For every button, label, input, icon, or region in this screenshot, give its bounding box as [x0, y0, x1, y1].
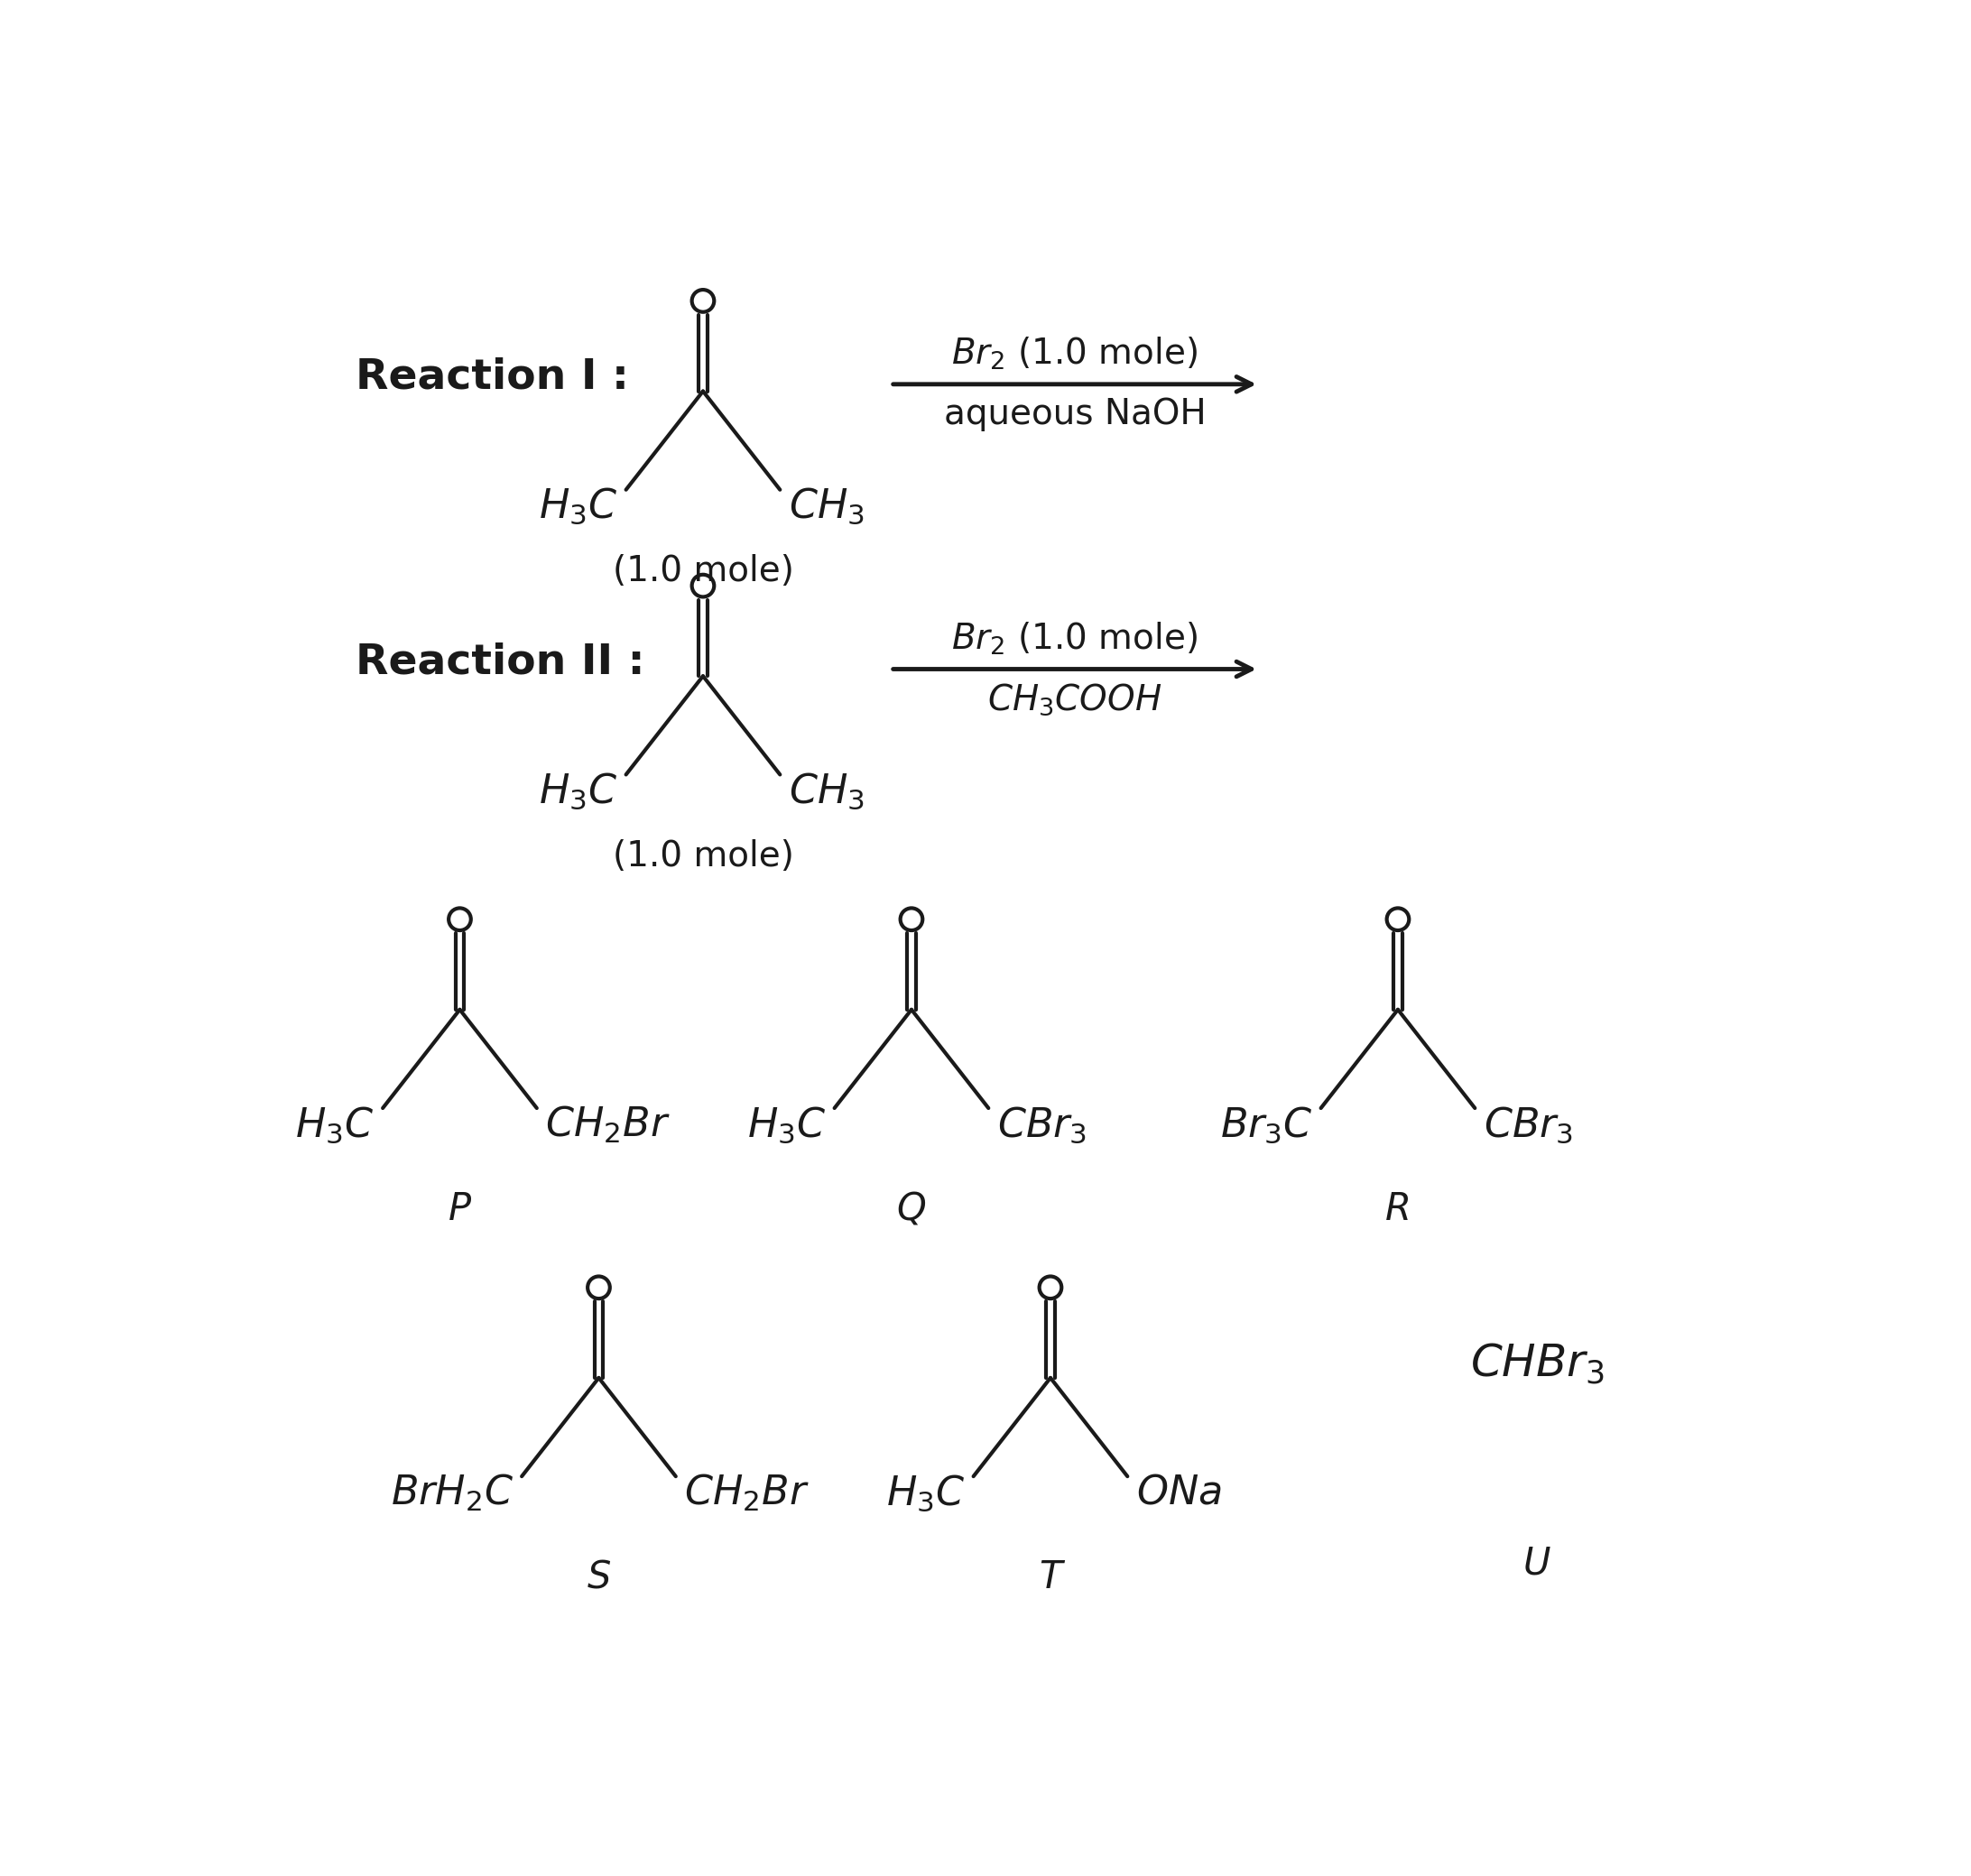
Text: $ONa$: $ONa$: [1135, 1473, 1222, 1512]
Text: P: P: [449, 1189, 471, 1229]
Text: R: R: [1386, 1189, 1411, 1229]
Text: $Br_2$ (1.0 mole): $Br_2$ (1.0 mole): [952, 336, 1198, 371]
Text: (1.0 mole): (1.0 mole): [613, 555, 794, 589]
Text: $CHBr_3$: $CHBr_3$: [1470, 1341, 1604, 1386]
Text: S: S: [587, 1559, 611, 1596]
Text: $BrH_2C$: $BrH_2C$: [390, 1473, 512, 1514]
Text: aqueous NaOH: aqueous NaOH: [944, 396, 1206, 431]
Text: $CBr_3$: $CBr_3$: [1484, 1105, 1573, 1144]
Text: T: T: [1039, 1559, 1062, 1596]
Text: $H_3C$: $H_3C$: [296, 1105, 374, 1144]
Text: $Br_2$ (1.0 mole): $Br_2$ (1.0 mole): [952, 621, 1198, 657]
Text: $CH_3$: $CH_3$: [788, 486, 863, 527]
Text: $H_3C$: $H_3C$: [538, 486, 617, 527]
Text: $H_3C$: $H_3C$: [747, 1105, 826, 1144]
Text: U: U: [1524, 1544, 1551, 1583]
Text: Reaction II :: Reaction II :: [355, 642, 645, 683]
Text: $CH_2Br$: $CH_2Br$: [546, 1105, 670, 1146]
Text: Q: Q: [897, 1189, 926, 1229]
Text: $H_3C$: $H_3C$: [887, 1473, 966, 1514]
Text: $CH_3COOH$: $CH_3COOH$: [987, 681, 1163, 717]
Text: $CH_2Br$: $CH_2Br$: [684, 1473, 810, 1514]
Text: $CH_3$: $CH_3$: [788, 771, 863, 810]
Text: $CBr_3$: $CBr_3$: [997, 1105, 1086, 1144]
Text: (1.0 mole): (1.0 mole): [613, 839, 794, 874]
Text: Reaction I :: Reaction I :: [355, 356, 629, 398]
Text: $Br_3C$: $Br_3C$: [1220, 1105, 1313, 1144]
Text: $H_3C$: $H_3C$: [538, 771, 617, 810]
